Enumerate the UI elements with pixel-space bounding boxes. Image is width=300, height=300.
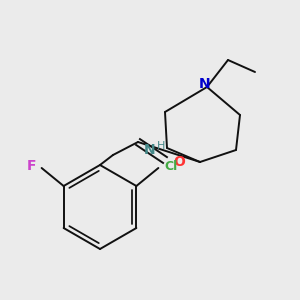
Text: N: N — [144, 143, 156, 157]
Text: O: O — [173, 155, 185, 169]
Text: F: F — [27, 159, 36, 173]
Text: H: H — [157, 141, 165, 151]
Text: Cl: Cl — [165, 160, 178, 172]
Text: N: N — [199, 77, 211, 91]
